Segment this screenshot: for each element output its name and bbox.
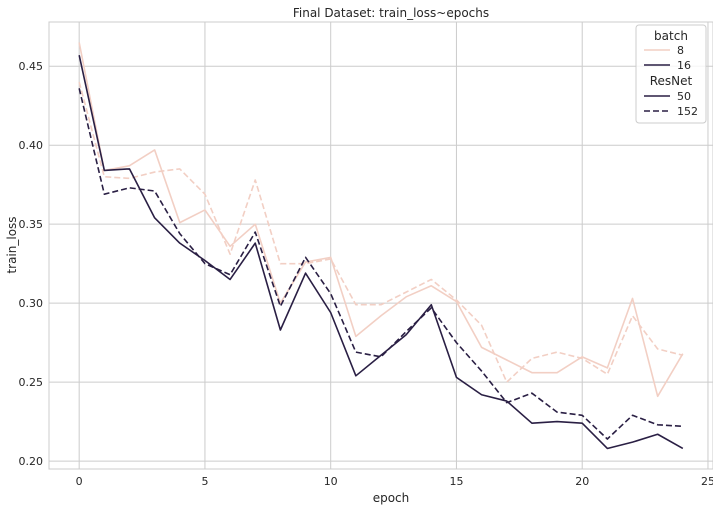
- x-tick-label: 10: [324, 475, 338, 488]
- legend-hue-title: batch: [654, 29, 688, 43]
- legend-label-batch-16: 16: [677, 59, 691, 72]
- legend-label-batch-8: 8: [677, 44, 684, 57]
- series-line-batch-8-resnet-50: [78, 42, 684, 398]
- y-tick-label: 0.45: [19, 60, 44, 73]
- y-tick-labels: 0.20 0.25 0.30 0.35 0.40 0.45: [19, 60, 44, 468]
- series-layer: [78, 42, 684, 450]
- legend-label-resnet-152: 152: [677, 105, 698, 118]
- y-tick-label: 0.40: [19, 139, 44, 152]
- y-tick-label: 0.25: [19, 376, 44, 389]
- series-line-batch-16-resnet-152: [78, 88, 683, 440]
- legend: batch 8 16 ResNet 50 152: [635, 24, 707, 124]
- x-tick-label: 25: [701, 475, 713, 488]
- y-tick-label: 0.20: [19, 455, 44, 468]
- x-tick-label: 0: [76, 475, 83, 488]
- chart-title: Final Dataset: train_loss~epochs: [293, 6, 489, 20]
- x-tick-labels: 0 5 10 15 20 25: [76, 475, 713, 488]
- x-axis-label: epoch: [373, 491, 410, 505]
- legend-label-resnet-50: 50: [677, 90, 691, 103]
- series-line-batch-8-resnet-152: [78, 81, 684, 383]
- x-tick-label: 20: [575, 475, 589, 488]
- grid-lines: [49, 22, 713, 469]
- series-line-batch-16-resnet-50: [78, 54, 684, 450]
- y-tick-label: 0.30: [19, 297, 44, 310]
- x-tick-label: 15: [449, 475, 463, 488]
- y-tick-label: 0.35: [19, 218, 44, 231]
- legend-style-title: ResNet: [650, 74, 693, 88]
- y-axis-label: train_loss: [5, 216, 19, 273]
- x-tick-label: 5: [201, 475, 208, 488]
- plot-area: [48, 21, 713, 470]
